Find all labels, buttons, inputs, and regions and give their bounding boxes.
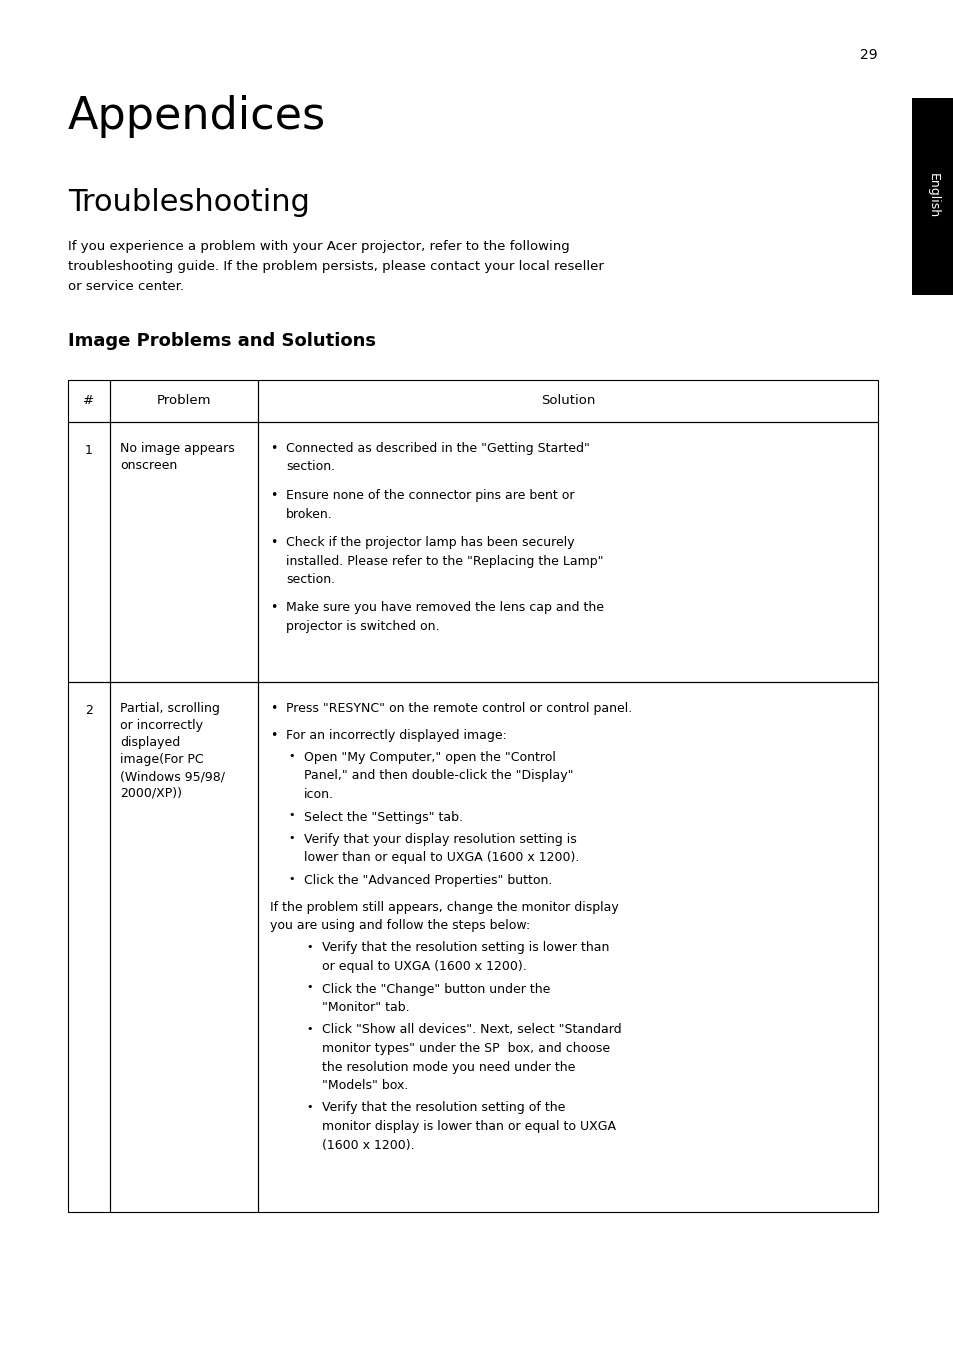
Text: the resolution mode you need under the: the resolution mode you need under the [322, 1061, 575, 1073]
Text: Click "Show all devices". Next, select "Standard: Click "Show all devices". Next, select "… [322, 1024, 621, 1036]
Bar [110, 682, 257, 1212]
Text: •: • [288, 752, 294, 761]
Text: •: • [270, 442, 277, 455]
Text: English: English [925, 174, 939, 219]
Text: •: • [288, 810, 294, 820]
Text: •: • [306, 983, 313, 993]
Text: •: • [270, 489, 277, 502]
Text: monitor display is lower than or equal to UXGA: monitor display is lower than or equal t… [322, 1120, 616, 1134]
Text: installed. Please refer to the "Replacing the Lamp": installed. Please refer to the "Replacin… [286, 554, 603, 568]
Text: icon.: icon. [304, 789, 334, 801]
Text: Verify that your display resolution setting is: Verify that your display resolution sett… [304, 832, 577, 846]
Text: If you experience a problem with your Acer projector, refer to the following: If you experience a problem with your Ac… [68, 240, 569, 253]
Text: •: • [270, 601, 277, 615]
Bar [911, 99, 953, 294]
Text: (1600 x 1200).: (1600 x 1200). [322, 1139, 415, 1151]
Text: 29: 29 [860, 48, 877, 62]
Bar [257, 381, 877, 422]
Text: broken.: broken. [286, 508, 333, 520]
Bar [68, 682, 110, 1212]
Text: Troubleshooting: Troubleshooting [68, 188, 310, 218]
Text: Click the "Advanced Properties" button.: Click the "Advanced Properties" button. [304, 873, 552, 887]
Text: •: • [270, 702, 277, 715]
Text: projector is switched on.: projector is switched on. [286, 620, 439, 632]
Text: 2: 2 [85, 704, 92, 717]
Text: •: • [270, 537, 277, 549]
Text: 1: 1 [85, 444, 92, 457]
Text: lower than or equal to UXGA (1600 x 1200).: lower than or equal to UXGA (1600 x 1200… [304, 852, 578, 864]
Bar [68, 422, 110, 682]
Text: Image Problems and Solutions: Image Problems and Solutions [68, 333, 375, 350]
Text: #: # [83, 394, 94, 408]
Text: Open "My Computer," open the "Control: Open "My Computer," open the "Control [304, 752, 556, 764]
Text: •: • [270, 728, 277, 742]
Text: Connected as described in the "Getting Started": Connected as described in the "Getting S… [286, 442, 589, 455]
Text: Press "RESYNC" on the remote control or control panel.: Press "RESYNC" on the remote control or … [286, 702, 632, 715]
Text: troubleshooting guide. If the problem persists, please contact your local resell: troubleshooting guide. If the problem pe… [68, 260, 603, 272]
Text: Ensure none of the connector pins are bent or: Ensure none of the connector pins are be… [286, 489, 574, 502]
Text: •: • [288, 832, 294, 843]
Text: Check if the projector lamp has been securely: Check if the projector lamp has been sec… [286, 537, 574, 549]
Bar [257, 682, 877, 1212]
Text: Verify that the resolution setting of the: Verify that the resolution setting of th… [322, 1102, 565, 1114]
Text: No image appears
onscreen: No image appears onscreen [120, 442, 234, 472]
Text: Panel," and then double-click the "Display": Panel," and then double-click the "Displ… [304, 769, 573, 783]
Text: Make sure you have removed the lens cap and the: Make sure you have removed the lens cap … [286, 601, 603, 615]
Text: If the problem still appears, change the monitor display: If the problem still appears, change the… [270, 901, 618, 913]
Text: section.: section. [286, 574, 335, 586]
Text: monitor types" under the SP  box, and choose: monitor types" under the SP box, and cho… [322, 1042, 610, 1055]
Text: or equal to UXGA (1600 x 1200).: or equal to UXGA (1600 x 1200). [322, 960, 526, 973]
Text: you are using and follow the steps below:: you are using and follow the steps below… [270, 919, 530, 932]
Text: "Monitor" tab.: "Monitor" tab. [322, 1001, 409, 1014]
Text: Problem: Problem [156, 394, 211, 408]
Text: "Models" box.: "Models" box. [322, 1079, 408, 1092]
Bar [68, 381, 110, 422]
Text: Click the "Change" button under the: Click the "Change" button under the [322, 983, 550, 995]
Text: or service center.: or service center. [68, 281, 184, 293]
Bar [110, 381, 257, 422]
Text: Select the "Settings" tab.: Select the "Settings" tab. [304, 810, 462, 824]
Text: Partial, scrolling
or incorrectly
displayed
image(For PC
(Windows 95/98/
2000/XP: Partial, scrolling or incorrectly displa… [120, 702, 225, 799]
Bar [257, 422, 877, 682]
Text: Solution: Solution [540, 394, 595, 408]
Text: Appendices: Appendices [68, 94, 326, 138]
Text: •: • [288, 873, 294, 884]
Text: For an incorrectly displayed image:: For an incorrectly displayed image: [286, 728, 506, 742]
Text: •: • [306, 1102, 313, 1112]
Text: Verify that the resolution setting is lower than: Verify that the resolution setting is lo… [322, 942, 609, 954]
Text: section.: section. [286, 460, 335, 474]
Text: •: • [306, 942, 313, 951]
Text: •: • [306, 1024, 313, 1034]
Bar [110, 422, 257, 682]
